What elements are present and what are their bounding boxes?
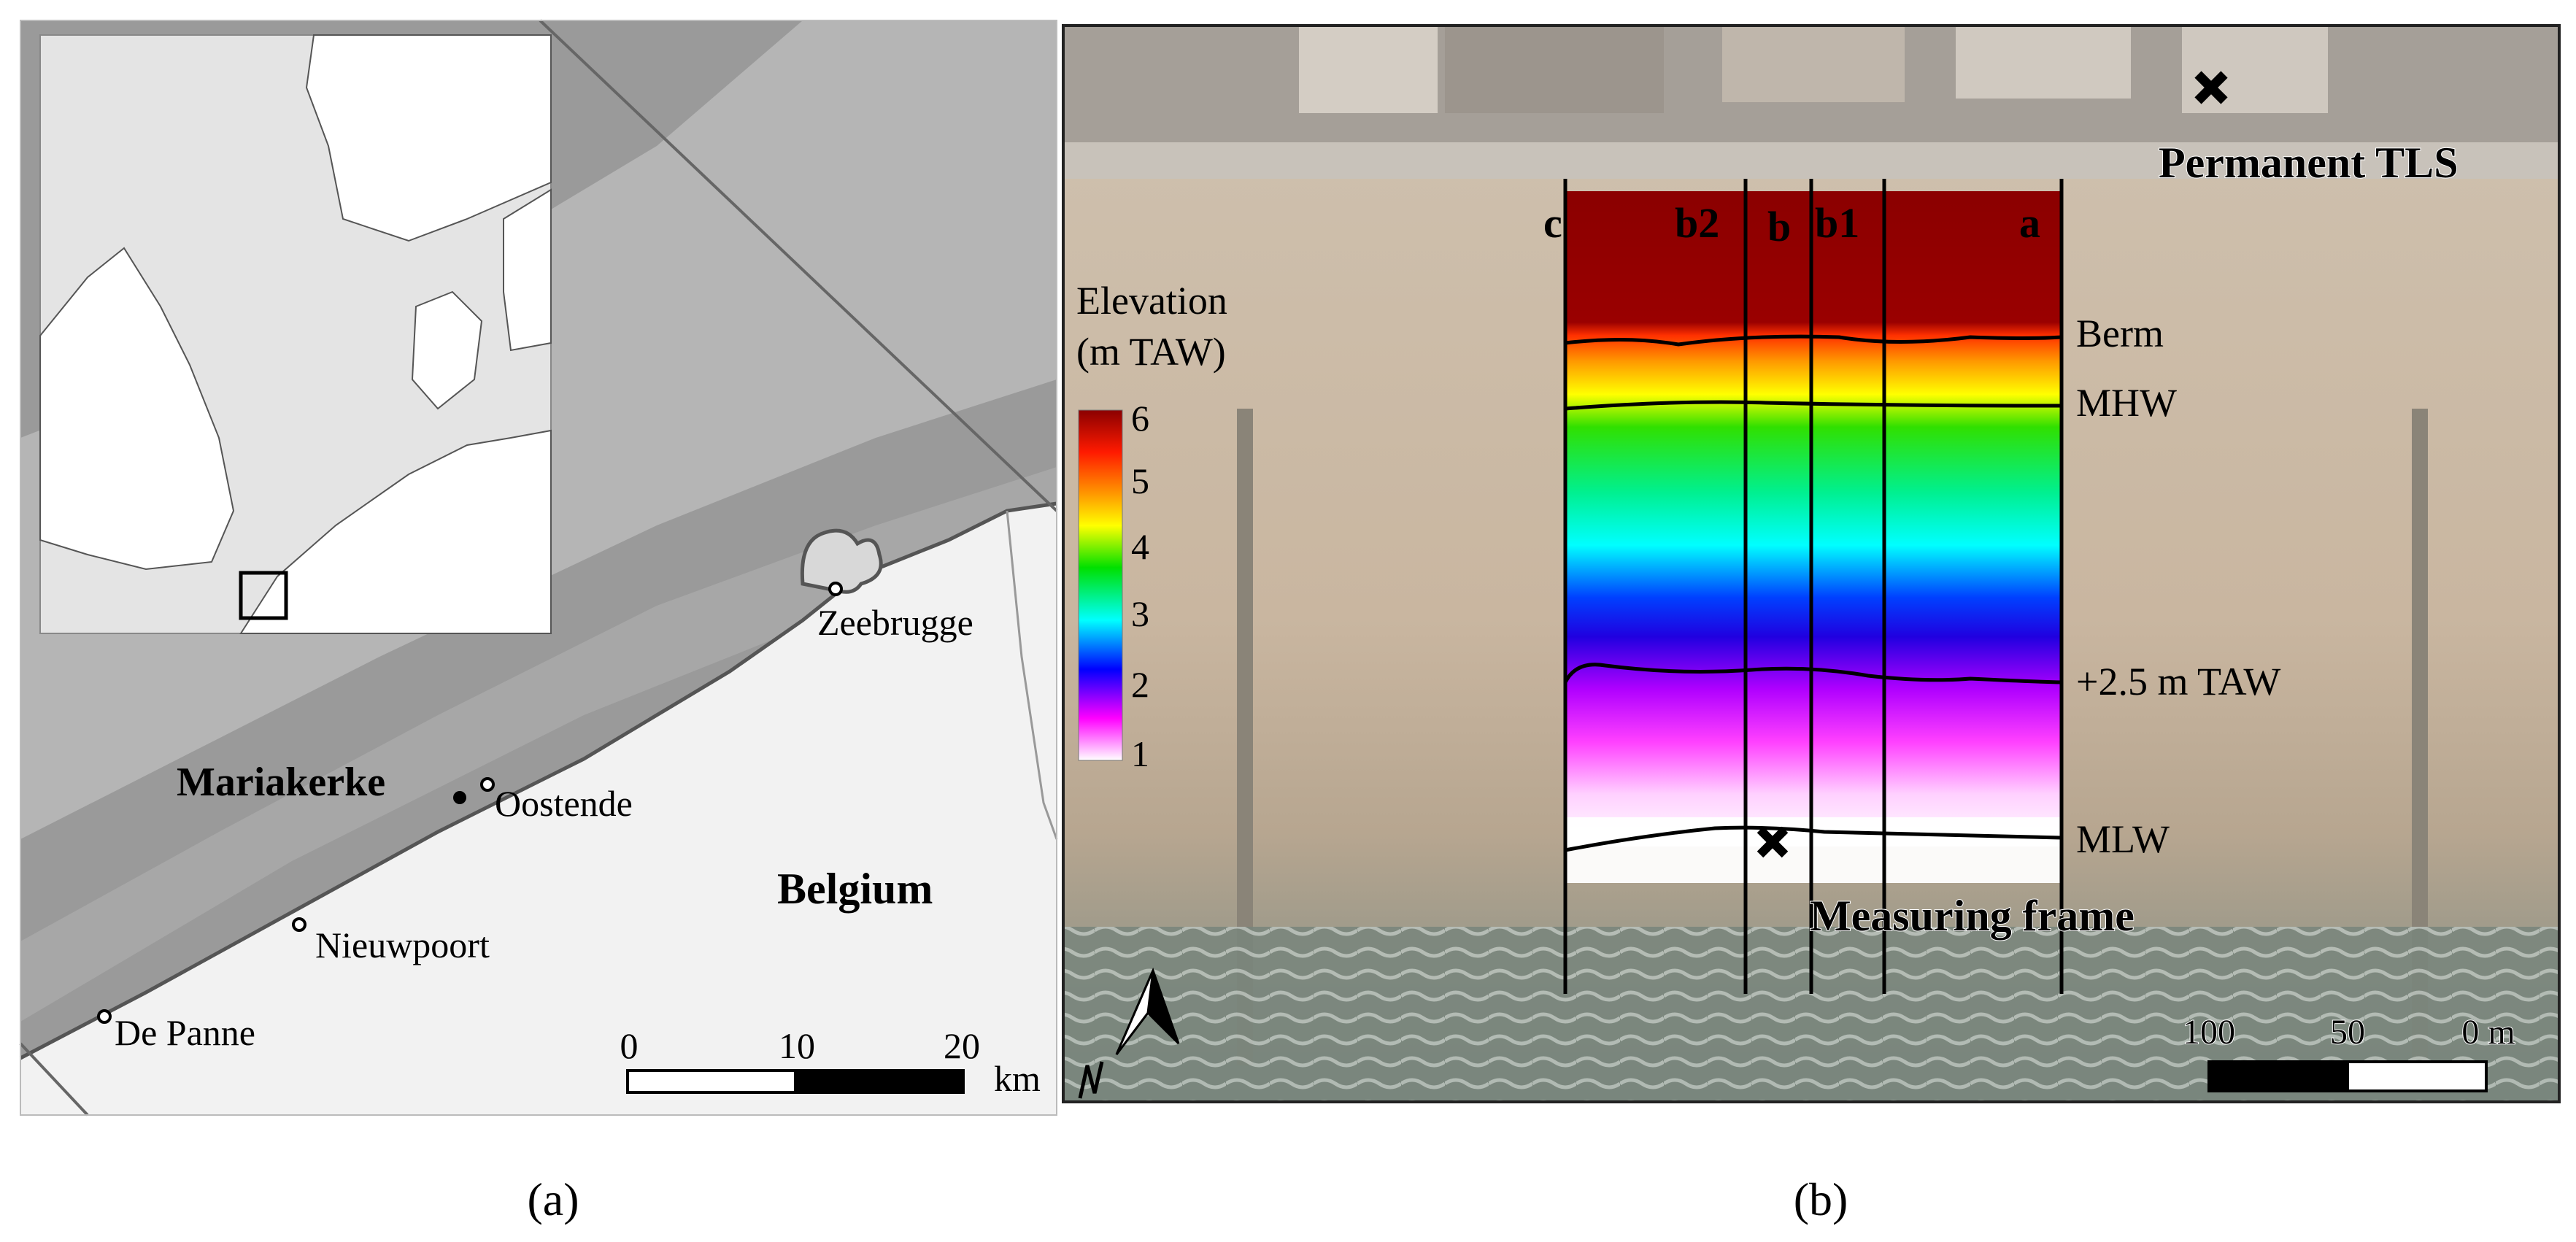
- building-1: [1299, 26, 1438, 113]
- panel-b-map: c b2 b b1 a Berm MHW +2.5 m TAW MLW Perm…: [1063, 26, 2559, 1102]
- inset-continent: [239, 429, 552, 634]
- panel-b-frame: [1062, 24, 2561, 1103]
- north-arrow-icon: [1078, 967, 1180, 1099]
- contour-mlw: [1565, 825, 2062, 852]
- building-5: [1445, 26, 1664, 113]
- mariakerke-marker: [453, 791, 466, 804]
- transect-a-label: a: [2019, 199, 2040, 247]
- elevation-surface: [1565, 191, 2062, 846]
- sandbank-band: [20, 467, 1057, 1022]
- legend-tick-6: 6: [1131, 398, 1149, 439]
- scale-b-tick-50: 50: [2330, 1013, 2365, 1052]
- groyne-right: [2412, 409, 2428, 1065]
- legend-tick-2: 2: [1131, 664, 1149, 705]
- panel-a-map: Zeebrugge Mariakerke Oostende Nieuwpoort…: [19, 19, 1058, 1116]
- transect-c-label: c: [1543, 199, 1562, 247]
- permanent-tls-label: Permanent TLS: [2159, 139, 2459, 187]
- legend-color-ramp: [1078, 409, 1123, 761]
- contour-mlw-label: MLW: [2076, 817, 2170, 861]
- oostende-label: Oostende: [495, 783, 633, 824]
- national-border-west: [19, 1042, 89, 1116]
- zeebrugge-marker: [828, 582, 843, 596]
- national-border-east: [1006, 510, 1058, 840]
- inset-great-britain: [39, 247, 235, 571]
- nieuwpoort-label: Nieuwpoort: [315, 925, 490, 965]
- transect-b1-label: b1: [1815, 199, 1859, 247]
- caption-a: (a): [527, 1173, 579, 1225]
- inset-sweden: [503, 188, 552, 352]
- measuring-frame-label: Measuring frame: [1810, 892, 2135, 940]
- legend-tick-4: 4: [1131, 526, 1149, 567]
- transect-b-label: b: [1767, 203, 1791, 250]
- zeebrugge-harbour: [800, 528, 883, 594]
- nieuwpoort-marker: [292, 917, 306, 932]
- transect-b2-label: b2: [1675, 199, 1719, 247]
- inset-map: [39, 34, 552, 634]
- scale-b-tick-100: 100: [2183, 1013, 2235, 1052]
- coastline: [19, 501, 1057, 1060]
- scale-b-tick-0: 0 m: [2461, 1013, 2515, 1052]
- legend-tick-3: 3: [1131, 593, 1149, 634]
- legend-tick-1: 1: [1131, 733, 1149, 774]
- elevation-legend: Elevation (m TAW) 6 5 4 3 2 1: [1076, 279, 1227, 774]
- oostende-marker: [480, 777, 495, 792]
- scale-a-tick-10: 10: [779, 1025, 815, 1066]
- contour-berm: [1565, 334, 2062, 347]
- caption-b: (b): [1794, 1173, 1848, 1225]
- scale-a-unit: km: [994, 1058, 1041, 1099]
- building-2: [1722, 26, 1905, 102]
- scale-a-tick-20: 20: [944, 1025, 980, 1066]
- belgium-label: Belgium: [777, 865, 933, 913]
- scale-a-tick-0: 0: [620, 1025, 639, 1066]
- building-3: [1956, 26, 2131, 99]
- dry-beach-white: [1565, 817, 2062, 883]
- mariakerke-label: Mariakerke: [177, 760, 385, 805]
- inset-denmark: [411, 290, 483, 410]
- permanent-tls-marker: [2194, 71, 2228, 104]
- promenade: [1063, 142, 2559, 179]
- legend-title-line2: (m TAW): [1076, 330, 1226, 374]
- de-panne-label: De Panne: [115, 1012, 255, 1053]
- de-panne-marker: [97, 1009, 112, 1024]
- land-belgium: [20, 504, 1057, 1115]
- contour-mhw: [1565, 400, 2062, 411]
- legend-title-line1: Elevation: [1076, 279, 1227, 323]
- contour-berm-label: Berm: [2076, 312, 2164, 355]
- inset-study-area-box: [239, 571, 288, 620]
- panel-a-frame: [20, 20, 1057, 1116]
- inset-norway: [305, 34, 552, 242]
- panel-a-scale-bar: 0 10 20 km: [620, 1025, 1041, 1099]
- panel-b-scale-bar: 100 50 0 m: [2182, 1012, 2516, 1092]
- contour-2-5m-label: +2.5 m TAW: [2076, 660, 2280, 703]
- measuring-frame-marker: [1756, 826, 1789, 858]
- zeebrugge-label: Zeebrugge: [817, 602, 973, 643]
- groyne-left: [1237, 409, 1253, 1065]
- legend-tick-5: 5: [1131, 460, 1149, 501]
- eez-boundary: [539, 19, 1058, 512]
- contour-mhw-label: MHW: [2076, 381, 2177, 425]
